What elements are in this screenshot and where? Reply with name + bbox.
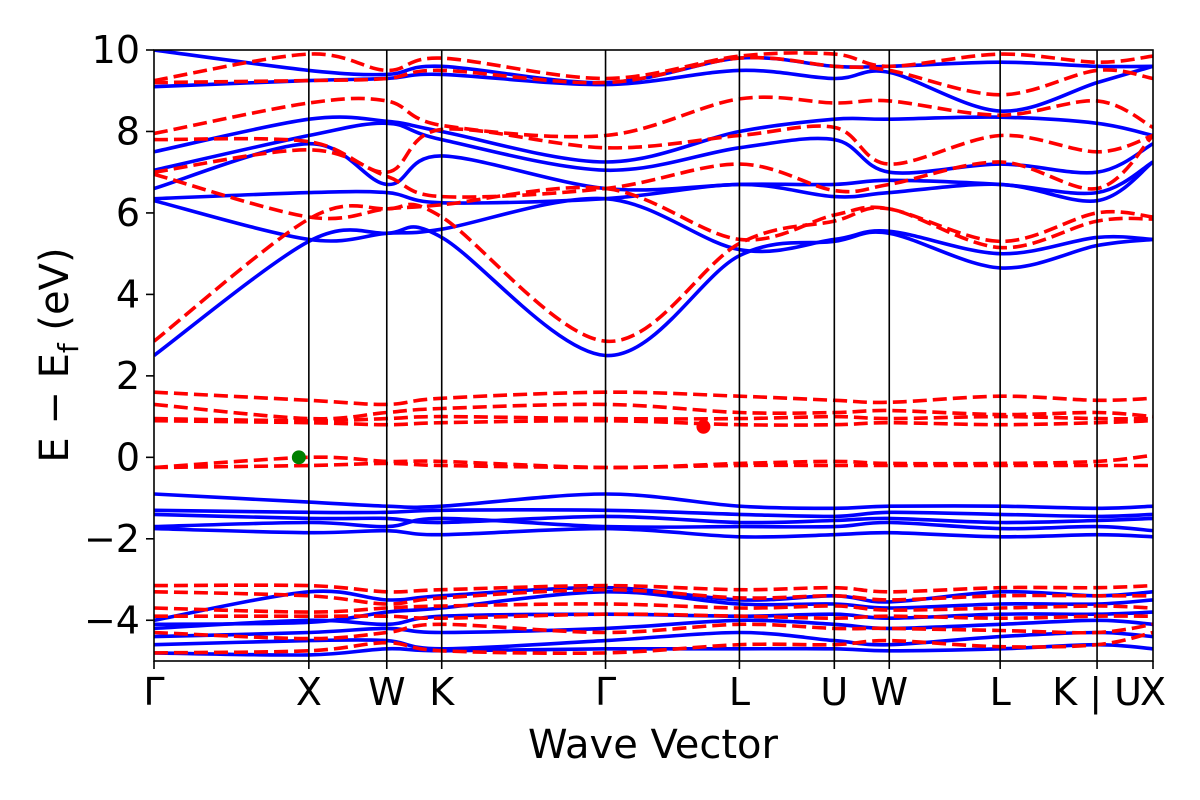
x-tick-label: Γ <box>143 670 164 714</box>
spin-down-band-8 <box>154 461 1153 470</box>
y-tick-label: 8 <box>116 109 140 153</box>
kpoint-separators <box>308 50 1098 661</box>
x-tick-label: K <box>429 670 455 714</box>
y-tick-label: 2 <box>116 354 140 398</box>
spin-down-band-9 <box>154 418 1153 427</box>
x-tick-label: X <box>1140 670 1166 714</box>
spin-down-band-3 <box>154 602 1153 614</box>
spin-up-band-9 <box>154 512 1153 525</box>
x-axis-label: Wave Vector <box>528 722 779 768</box>
spin-down-band-17 <box>154 95 1153 139</box>
spin-up-band-10 <box>154 516 1153 533</box>
x-tick-label: X <box>296 670 322 714</box>
band-lines <box>154 50 1153 657</box>
spin-down-band-14 <box>154 172 1153 244</box>
spin-down-band-5 <box>154 622 1153 641</box>
x-tick-label: K | U <box>1052 670 1142 715</box>
y-tick-label: −4 <box>84 598 140 642</box>
y-axis-label-unit: (eV) <box>32 247 78 343</box>
x-tick-label: L <box>990 670 1011 714</box>
y-axis-label: E − Ef (eV) <box>32 247 85 462</box>
spin-up-band-7 <box>154 492 1153 511</box>
extremum-markers <box>291 419 711 465</box>
y-axis-label-subscript: f <box>52 342 85 353</box>
valence-band-maximum-marker <box>291 450 306 465</box>
spin-up-band-4 <box>154 618 1153 639</box>
spin-up-band-12 <box>154 225 1153 358</box>
y-tick-label: −2 <box>84 517 140 561</box>
x-tick-label: Γ <box>595 670 616 714</box>
y-tick-label: 4 <box>116 272 140 316</box>
spin-down-band-18 <box>154 55 1153 97</box>
spin-up-band-11 <box>154 526 1153 539</box>
spin-up-band-2 <box>154 589 1153 627</box>
plot-frame <box>153 49 1154 662</box>
spin-down-band-6 <box>154 630 1153 656</box>
spin-up-band-5 <box>154 630 1153 651</box>
y-tick-label: 6 <box>116 191 140 235</box>
spin-down-band-13 <box>154 202 1153 344</box>
x-tick-label: W <box>368 670 406 714</box>
spin-down-band-19 <box>154 51 1153 83</box>
y-tick-label: 10 <box>92 28 140 72</box>
spin-up-band-6 <box>154 642 1153 657</box>
x-tick-label: W <box>870 670 908 714</box>
y-axis-ticks: −4 −2 0 2 4 6 8 10 <box>84 28 154 642</box>
spin-down-band-12 <box>154 390 1153 407</box>
spin-down-band-4 <box>154 612 1153 621</box>
spin-up-band-8 <box>154 508 1153 519</box>
conduction-band-minimum-marker <box>696 419 711 434</box>
spin-down-band-16 <box>154 124 1153 175</box>
spin-down-band-1 <box>154 583 1153 594</box>
spin-up-band-14 <box>154 160 1153 205</box>
x-tick-label: U <box>820 670 848 714</box>
spin-down-band-10 <box>154 414 1153 423</box>
y-tick-label: 0 <box>116 435 140 479</box>
y-axis-label-main: E − E <box>32 353 78 463</box>
svg-text:E − Ef (eV): E − Ef (eV) <box>32 247 85 462</box>
spin-down-band-2 <box>154 587 1153 606</box>
x-tick-label: L <box>729 670 750 714</box>
